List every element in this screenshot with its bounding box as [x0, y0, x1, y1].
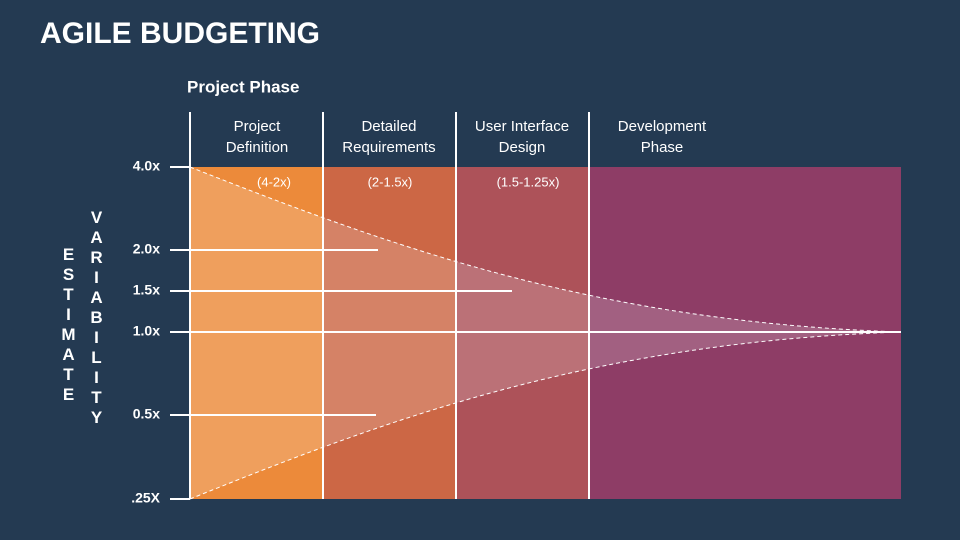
axis-label-right: VARIABILITY — [87, 208, 106, 428]
y-label: 0.5x — [133, 406, 160, 422]
phase-label: Requirements — [342, 139, 435, 156]
y-label: 1.5x — [133, 282, 160, 298]
y-label: 4.0x — [133, 158, 160, 174]
phase-range: (1.5-1.25x) — [497, 174, 560, 189]
cone-upper — [189, 166, 902, 333]
y-label: 2.0x — [133, 241, 160, 257]
cone-lower — [189, 331, 902, 500]
phase-range: (4-2x) — [257, 174, 291, 189]
phase-label: Development — [618, 118, 707, 135]
phase-label: User Interface — [475, 118, 569, 135]
phase-heading: Project Phase — [187, 77, 299, 96]
phase-label: Phase — [641, 139, 684, 156]
axis-label-left: ESTIMATE — [59, 245, 78, 405]
phase-label: Project — [234, 118, 282, 135]
phase-label: Definition — [226, 139, 289, 156]
phase-label: Detailed — [361, 118, 416, 135]
y-label: 1.0x — [133, 323, 160, 339]
slide-title: AGILE BUDGETING — [40, 17, 320, 50]
phase-label: Design — [499, 139, 546, 156]
y-label: .25X — [131, 490, 160, 506]
phase-range: (2-1.5x) — [368, 174, 413, 189]
